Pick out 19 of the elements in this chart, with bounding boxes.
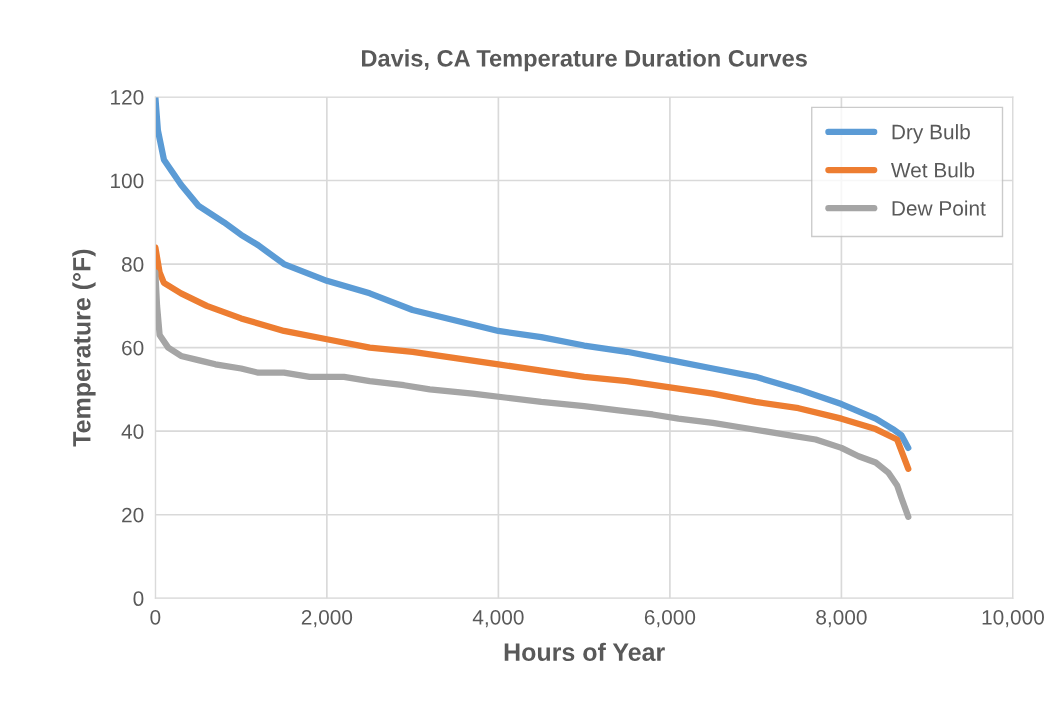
y-tick-label: 100 bbox=[111, 173, 144, 189]
x-tick-label: 6,000 bbox=[644, 609, 696, 628]
legend-label: Dew Point bbox=[892, 200, 986, 216]
x-tick-label: 0 bbox=[150, 609, 161, 625]
legend-label: Dry Bulb bbox=[892, 124, 970, 144]
y-tick-label: 20 bbox=[122, 507, 144, 523]
y-tick-label: 60 bbox=[122, 340, 144, 356]
x-axis-title: Hours of Year bbox=[504, 642, 665, 662]
y-tick-label: 0 bbox=[133, 591, 144, 607]
y-tick-label: 120 bbox=[111, 90, 144, 105]
y-tick-label: 40 bbox=[121, 424, 144, 439]
chart-title: Davis, CA Temperature Duration Curves bbox=[362, 49, 807, 72]
x-tick-label: 10,000 bbox=[982, 609, 1044, 628]
y-axis-title: Temperature (°F) bbox=[72, 249, 96, 447]
x-tick-label: 4,000 bbox=[472, 609, 524, 628]
x-tick-label: 8,000 bbox=[816, 609, 867, 628]
legend-label: Wet Bulb bbox=[890, 162, 975, 178]
y-tick-label: 80 bbox=[121, 257, 144, 272]
x-tick-label: 2,000 bbox=[301, 609, 353, 628]
